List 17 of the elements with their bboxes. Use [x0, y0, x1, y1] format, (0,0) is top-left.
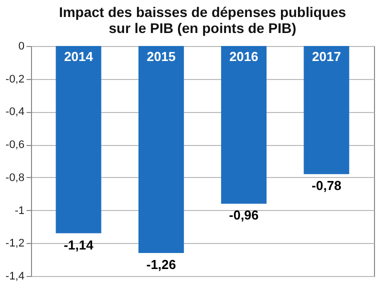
- y-tick-label: -1,4: [6, 270, 24, 282]
- x-tick-label: 2015: [146, 49, 176, 64]
- y-tick-label: -1,2: [6, 238, 24, 250]
- chart-title: Impact des baisses de dépenses publiques sur le PIB (en points de PIB): [58, 4, 346, 36]
- y-tick-label: -0,2: [6, 73, 24, 86]
- x-tick-label: 2016: [229, 49, 258, 64]
- y-tick-label: -1: [14, 204, 24, 217]
- y-tick-label: -0,8: [6, 172, 24, 184]
- y-tick-label: -0,4: [6, 106, 24, 118]
- x-tick-label: 2014: [64, 49, 94, 64]
- data-label: -0,96: [229, 208, 259, 223]
- data-label: -1,26: [146, 257, 176, 272]
- x-tick-label: 2017: [312, 49, 341, 64]
- data-label: -1,14: [64, 237, 94, 252]
- y-tick-label: -0,6: [6, 139, 24, 152]
- data-label: -0,78: [312, 178, 342, 194]
- y-tick-label: 0: [18, 40, 24, 52]
